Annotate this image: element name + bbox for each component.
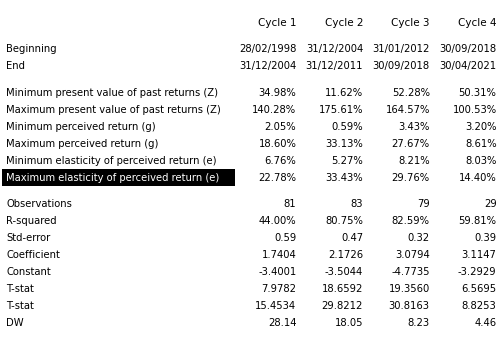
Text: Coefficient: Coefficient [6, 250, 60, 260]
Text: 6.76%: 6.76% [264, 156, 296, 166]
Text: 29.8212: 29.8212 [322, 301, 363, 311]
Text: 31/01/2012: 31/01/2012 [372, 45, 430, 54]
Text: 7.9782: 7.9782 [261, 284, 296, 294]
Text: End: End [6, 62, 25, 71]
Text: 83: 83 [350, 199, 363, 209]
Text: 5.27%: 5.27% [331, 156, 363, 166]
Text: 52.28%: 52.28% [392, 88, 430, 98]
Text: T-stat: T-stat [6, 284, 34, 294]
Text: DW: DW [6, 318, 24, 328]
Text: Constant: Constant [6, 267, 51, 277]
Text: R-squared: R-squared [6, 216, 57, 226]
Text: 18.60%: 18.60% [258, 139, 296, 149]
Text: 44.00%: 44.00% [258, 216, 296, 226]
Text: Std-error: Std-error [6, 233, 51, 243]
Text: 8.21%: 8.21% [398, 156, 430, 166]
Text: Cycle 4: Cycle 4 [458, 18, 497, 28]
Text: 0.59: 0.59 [274, 233, 296, 243]
Text: 81: 81 [283, 199, 296, 209]
Text: 34.98%: 34.98% [258, 88, 296, 98]
Text: 175.61%: 175.61% [318, 105, 363, 115]
Text: 30.8163: 30.8163 [389, 301, 430, 311]
Text: 29: 29 [484, 199, 497, 209]
Text: 79: 79 [417, 199, 430, 209]
Text: Maximum present value of past returns (Z): Maximum present value of past returns (Z… [6, 105, 221, 115]
Text: 28/02/1998: 28/02/1998 [239, 45, 296, 54]
Text: 30/09/2018: 30/09/2018 [373, 62, 430, 71]
Text: 22.78%: 22.78% [258, 173, 296, 183]
Text: -3.2929: -3.2929 [458, 267, 497, 277]
Bar [2, 169, 235, 186]
Text: Maximum perceived return (g): Maximum perceived return (g) [6, 139, 159, 149]
Text: 82.59%: 82.59% [392, 216, 430, 226]
Text: 0.32: 0.32 [408, 233, 430, 243]
Text: 33.13%: 33.13% [325, 139, 363, 149]
Text: -3.4001: -3.4001 [258, 267, 296, 277]
Text: 8.03%: 8.03% [465, 156, 497, 166]
Text: 3.20%: 3.20% [465, 122, 497, 132]
Text: 0.59%: 0.59% [331, 122, 363, 132]
Text: Cycle 1: Cycle 1 [258, 18, 296, 28]
Text: Cycle 3: Cycle 3 [391, 18, 430, 28]
Text: 0.47: 0.47 [341, 233, 363, 243]
Text: 100.53%: 100.53% [453, 105, 497, 115]
Text: 2.1726: 2.1726 [328, 250, 363, 260]
Text: 1.7404: 1.7404 [261, 250, 296, 260]
Text: 80.75%: 80.75% [325, 216, 363, 226]
Text: -4.7735: -4.7735 [391, 267, 430, 277]
Text: 27.67%: 27.67% [392, 139, 430, 149]
Text: 0.39: 0.39 [475, 233, 497, 243]
Text: 8.23: 8.23 [408, 318, 430, 328]
Text: 19.3560: 19.3560 [389, 284, 430, 294]
Text: 28.14: 28.14 [268, 318, 296, 328]
Text: 3.1147: 3.1147 [462, 250, 497, 260]
Text: 4.46: 4.46 [475, 318, 497, 328]
Text: 18.6592: 18.6592 [322, 284, 363, 294]
Text: 50.31%: 50.31% [459, 88, 497, 98]
Text: 59.81%: 59.81% [459, 216, 497, 226]
Text: 33.43%: 33.43% [325, 173, 363, 183]
Text: Maximum elasticity of perceived return (e): Maximum elasticity of perceived return (… [6, 173, 220, 183]
Text: Minimum present value of past returns (Z): Minimum present value of past returns (Z… [6, 88, 219, 98]
Text: 2.05%: 2.05% [264, 122, 296, 132]
Text: 31/12/2004: 31/12/2004 [239, 62, 296, 71]
Text: 30/04/2021: 30/04/2021 [440, 62, 497, 71]
Text: 8.8253: 8.8253 [462, 301, 497, 311]
Text: 140.28%: 140.28% [252, 105, 296, 115]
Text: Cycle 2: Cycle 2 [324, 18, 363, 28]
Text: 18.05: 18.05 [334, 318, 363, 328]
Text: 31/12/2011: 31/12/2011 [305, 62, 363, 71]
Text: Minimum perceived return (g): Minimum perceived return (g) [6, 122, 156, 132]
Text: 30/09/2018: 30/09/2018 [440, 45, 497, 54]
Text: Beginning: Beginning [6, 45, 57, 54]
Text: 31/12/2004: 31/12/2004 [306, 45, 363, 54]
Text: 8.61%: 8.61% [465, 139, 497, 149]
Text: Observations: Observations [6, 199, 72, 209]
Text: 164.57%: 164.57% [385, 105, 430, 115]
Text: Minimum elasticity of perceived return (e): Minimum elasticity of perceived return (… [6, 156, 217, 166]
Text: -3.5044: -3.5044 [325, 267, 363, 277]
Text: T-stat: T-stat [6, 301, 34, 311]
Text: 15.4534: 15.4534 [255, 301, 296, 311]
Text: 11.62%: 11.62% [325, 88, 363, 98]
Text: 3.0794: 3.0794 [395, 250, 430, 260]
Text: 29.76%: 29.76% [392, 173, 430, 183]
Text: 6.5695: 6.5695 [462, 284, 497, 294]
Text: 3.43%: 3.43% [398, 122, 430, 132]
Text: 14.40%: 14.40% [459, 173, 497, 183]
